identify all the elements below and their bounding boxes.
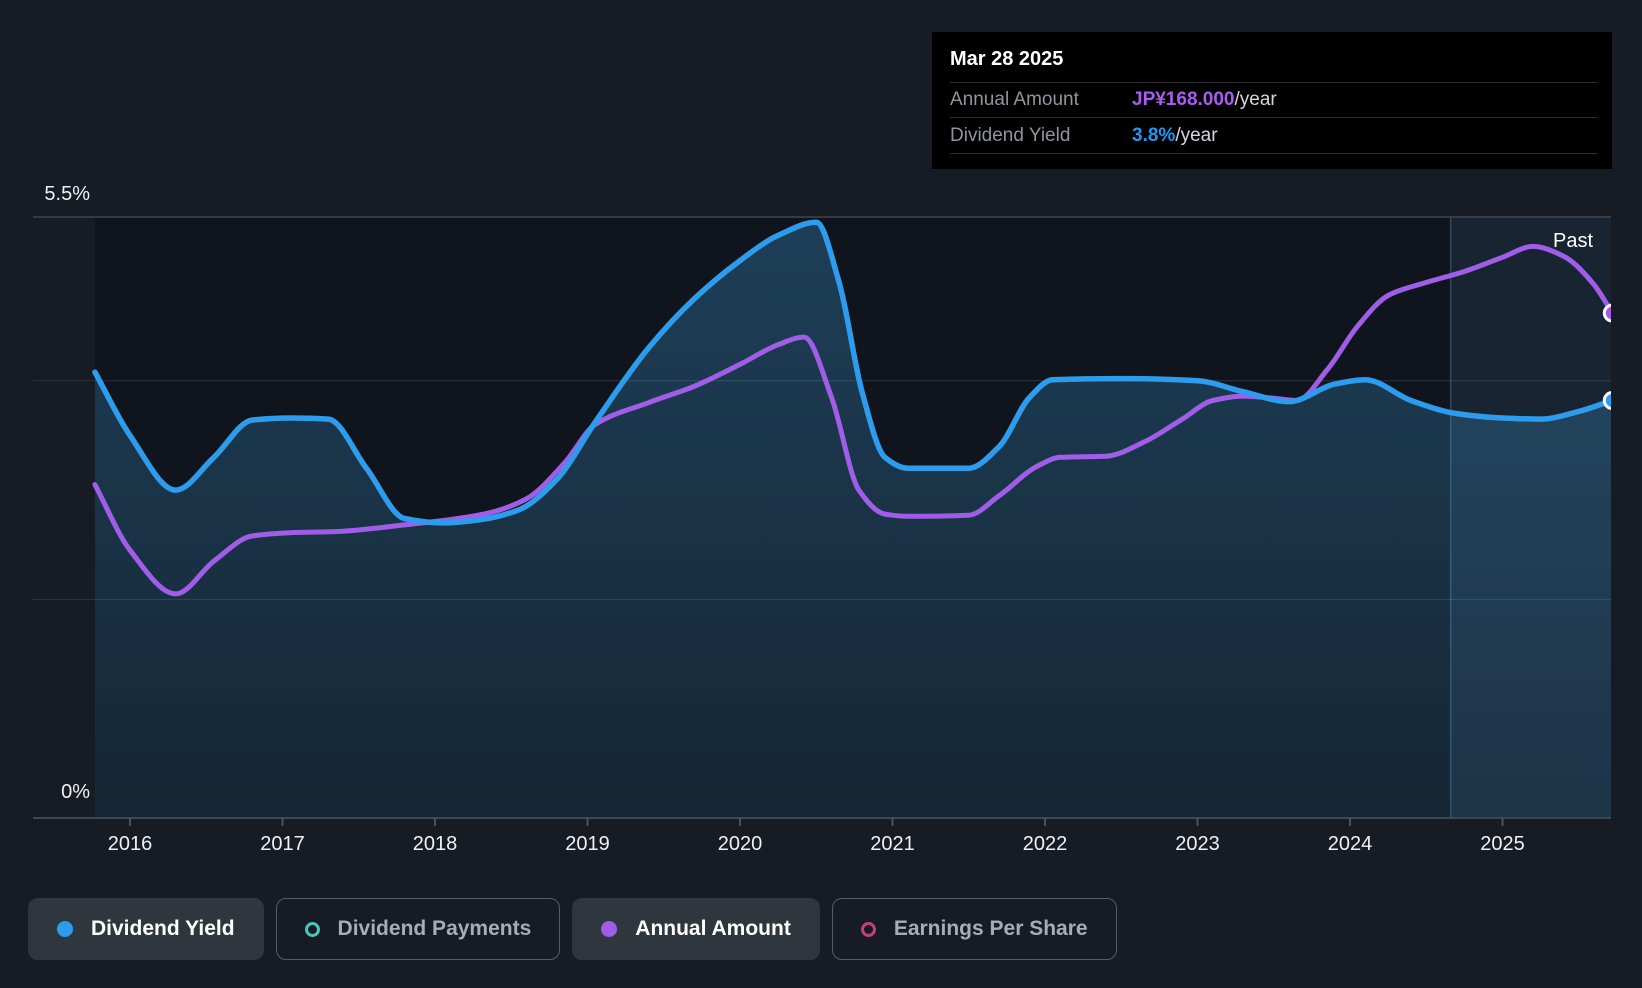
tooltip-row-label: Dividend Yield <box>950 124 1071 146</box>
tooltip-row-suffix: /year <box>1234 89 1277 110</box>
x-axis-label-2020: 2020 <box>717 833 763 855</box>
tooltip-row-suffix: /year <box>1175 124 1218 146</box>
chart-legend: Dividend Yield Dividend Payments Annual Am… <box>28 898 1117 960</box>
y-axis-max-label: 5.5% <box>44 183 90 205</box>
dividend-yield-area <box>94 222 1611 818</box>
tooltip-row-label: Annual Amount <box>950 89 1079 110</box>
legend-button-annual-amount[interactable]: Annual Amount <box>572 898 820 960</box>
earnings-per-share-dot-icon <box>860 921 876 937</box>
x-axis-label-2022: 2022 <box>1022 833 1068 855</box>
chart-tooltip: Mar 28 2025 Annual Amount JP¥168.000/year… <box>932 32 1612 169</box>
x-axis-label-2018: 2018 <box>412 833 458 855</box>
x-axis-label-2025: 2025 <box>1480 833 1525 855</box>
x-axis-label-2024: 2024 <box>1327 833 1373 855</box>
past-region-band <box>1450 217 1611 818</box>
dividend-yield-dot-icon <box>57 921 73 937</box>
x-axis-label-2016: 2016 <box>107 833 153 855</box>
dividend-payments-dot-icon <box>304 921 320 937</box>
annual-amount-end-marker[interactable] <box>1602 303 1620 323</box>
legend-label: Dividend Payments <box>337 917 532 940</box>
legend-label: Dividend Yield <box>91 917 235 940</box>
legend-button-dividend-yield[interactable]: Dividend Yield <box>28 898 264 960</box>
dividend-yield-end-marker[interactable] <box>1602 391 1620 410</box>
dividend-yield-line <box>92 219 1611 526</box>
x-axis-label-2021: 2021 <box>870 833 915 855</box>
annual-amount-dot-icon <box>601 921 618 937</box>
tooltip-date: Mar 28 2025 <box>950 48 1064 70</box>
y-axis-min-label: 0% <box>61 781 90 803</box>
x-axis-label-2023: 2023 <box>1175 833 1220 855</box>
legend-label: Earnings Per Share <box>893 917 1088 940</box>
tooltip-row-value: JP¥168.000 <box>1132 89 1235 110</box>
x-axis-label-2017: 2017 <box>260 833 305 855</box>
x-axis-label-2019: 2019 <box>565 833 610 855</box>
past-region-label: Past <box>1552 230 1594 252</box>
legend-button-dividend-payments[interactable]: Dividend Payments <box>275 898 561 960</box>
tooltip-row-annual-amount: Annual Amount JP¥168.000/year <box>950 82 1597 117</box>
tooltip-row-dividend-yield: Dividend Yield 3.8%/year <box>950 117 1597 154</box>
legend-button-earnings-per-share[interactable]: Earnings Per Share <box>831 898 1117 960</box>
legend-label: Annual Amount <box>635 917 791 940</box>
annual-amount-line <box>92 243 1611 597</box>
tooltip-row-value: 3.8% <box>1132 124 1176 146</box>
